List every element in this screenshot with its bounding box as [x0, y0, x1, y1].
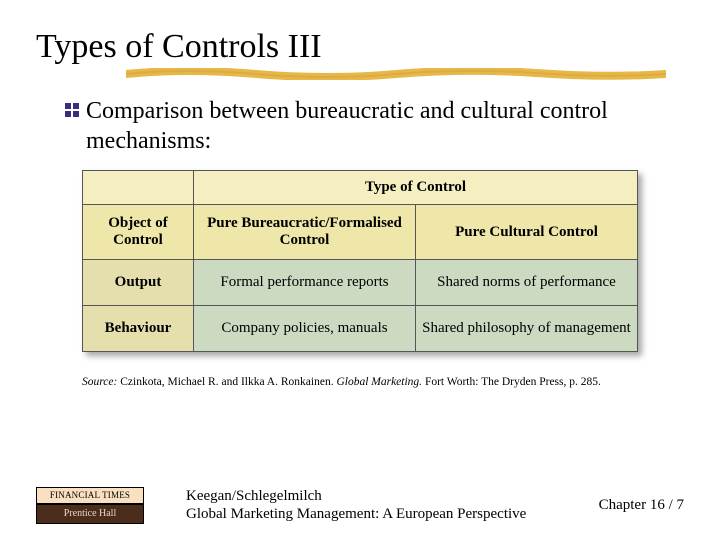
control-table: Type of Control Object of Control Pure B… [36, 170, 684, 352]
table-row: Output Formal performance reports Shared… [83, 260, 638, 306]
title-underline [126, 68, 684, 78]
table-row: Behaviour Company policies, manuals Shar… [83, 306, 638, 352]
source-label: Source: [82, 376, 117, 388]
bullet-text: Comparison between bureaucratic and cult… [86, 96, 664, 156]
row-label: Output [83, 260, 194, 306]
table-corner [83, 171, 194, 205]
publisher-logos: FINANCIAL TIMES Prentice Hall [36, 487, 144, 524]
bullet-icon [64, 102, 80, 124]
source-rest: Fort Worth: The Dryden Press, p. 285. [422, 376, 601, 388]
footer-page-ref: Chapter 16 / 7 [599, 497, 684, 514]
source-citation: Source: Czinkota, Michael R. and Ilkka A… [36, 376, 684, 388]
source-title: Global Marketing. [336, 376, 422, 388]
bullet-item: Comparison between bureaucratic and cult… [36, 96, 684, 156]
row-label: Behaviour [83, 306, 194, 352]
table-cell: Shared norms of performance [416, 260, 638, 306]
footer-book-ref: Keegan/Schlegelmilch Global Marketing Ma… [144, 487, 599, 525]
slide-footer: FINANCIAL TIMES Prentice Hall Keegan/Sch… [36, 487, 684, 525]
source-authors: Czinkota, Michael R. and Ilkka A. Ronkai… [117, 376, 336, 388]
table-cell: Formal performance reports [194, 260, 416, 306]
table-header-sub: Pure Bureaucratic/Formalised Control [194, 205, 416, 260]
table-header-sub: Object of Control [83, 205, 194, 260]
table-header-top: Type of Control [194, 171, 638, 205]
table-cell: Company policies, manuals [194, 306, 416, 352]
table-cell: Shared philosophy of management [416, 306, 638, 352]
financial-times-logo: FINANCIAL TIMES [36, 487, 144, 504]
prentice-hall-logo: Prentice Hall [36, 504, 144, 524]
slide-title: Types of Controls III [36, 28, 684, 66]
footer-book-title: Global Marketing Management: A European … [186, 505, 599, 524]
table-header-sub: Pure Cultural Control [416, 205, 638, 260]
footer-authors: Keegan/Schlegelmilch [186, 487, 599, 506]
